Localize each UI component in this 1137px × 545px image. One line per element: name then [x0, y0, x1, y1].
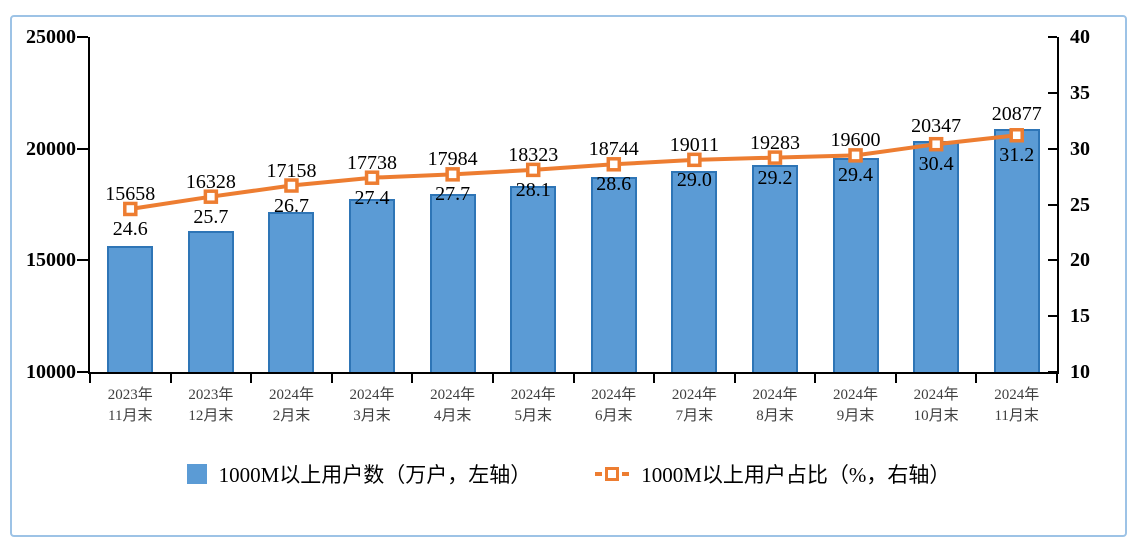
bottom-axis-line	[88, 372, 1059, 374]
x-axis-tick	[733, 374, 736, 383]
x-axis-tick	[572, 374, 575, 383]
bar-value-label: 18323	[508, 143, 559, 166]
right-axis-tick-label: 40	[1070, 26, 1090, 48]
right-axis-tick-label: 15	[1070, 305, 1090, 328]
line-value-label: 26.7	[273, 194, 309, 217]
bar	[187, 230, 234, 372]
left-axis-tick	[77, 371, 88, 373]
line-value-label: 29.0	[676, 168, 712, 191]
line-value-label: 30.4	[918, 153, 954, 176]
left-axis-tick-label: 20000	[26, 137, 76, 160]
x-axis-tick	[89, 374, 91, 383]
right-axis-tick	[1048, 315, 1057, 318]
x-axis-category-label: 2023年 12月末	[188, 387, 234, 424]
right-axis-tick	[1048, 91, 1057, 94]
x-axis-tick	[411, 374, 414, 383]
bar-value-label: 15658	[105, 182, 156, 205]
bar	[429, 193, 476, 372]
right-axis-tick-label: 25	[1070, 193, 1090, 216]
bar	[913, 140, 960, 372]
right-axis-tick	[1048, 203, 1057, 206]
x-axis-tick	[491, 374, 494, 383]
line-value-label: 27.7	[435, 183, 471, 206]
bar	[751, 164, 798, 372]
legend-item-bar-series: 1000M以上用户数（万户，左轴）	[186, 459, 532, 489]
right-axis-line	[1057, 37, 1059, 372]
line-series-marker-icon	[595, 467, 630, 481]
line-value-label: 29.4	[838, 164, 874, 187]
x-axis-category-label: 2024年 5月末	[510, 387, 556, 424]
bar-value-label: 18744	[588, 138, 639, 161]
x-axis-category-label: 2023年 11月末	[107, 387, 153, 424]
bar	[832, 157, 879, 372]
left-axis-tick-label: 10000	[26, 361, 76, 383]
x-axis-tick	[169, 374, 172, 383]
left-axis-tick-label: 25000	[26, 26, 76, 48]
bar	[590, 176, 637, 372]
left-axis-tick	[77, 259, 88, 262]
bar-value-label: 19600	[830, 129, 881, 152]
bar	[268, 212, 315, 372]
x-axis-category-label: 2024年 2月末	[268, 387, 314, 424]
line-value-label: 28.6	[596, 173, 632, 196]
x-axis-tick	[1056, 374, 1058, 383]
right-axis-tick	[1048, 259, 1057, 262]
x-axis-category-label: 2024年 6月末	[591, 387, 637, 424]
x-axis-tick	[330, 374, 333, 383]
x-axis-tick	[894, 374, 897, 383]
line-value-label: 31.2	[999, 144, 1035, 167]
bar-value-label: 17984	[427, 148, 478, 171]
left-axis-tick	[77, 147, 88, 150]
right-axis-tick	[1048, 371, 1057, 373]
bar-series-legend-label: 1000M以上用户数（万户，左轴）	[218, 463, 532, 487]
bar-value-label: 17158	[266, 159, 317, 182]
left-axis-tick-label: 15000	[26, 249, 76, 272]
right-axis-tick	[1048, 36, 1057, 38]
line-value-label: 27.4	[354, 186, 390, 209]
bar	[107, 245, 154, 372]
bar-value-label: 19283	[749, 131, 800, 154]
bar	[671, 170, 718, 372]
x-axis-tick	[653, 374, 656, 383]
x-axis-tick	[975, 374, 978, 383]
bar-value-label: 16328	[185, 170, 236, 193]
x-axis-tick	[814, 374, 817, 383]
left-axis-tick	[77, 36, 88, 38]
legend-item-line-series: 1000M以上用户占比（%，右轴）	[595, 459, 950, 489]
bar	[510, 186, 557, 372]
bar-value-label: 19011	[669, 133, 720, 156]
line-value-label: 25.7	[193, 205, 229, 228]
x-axis-category-label: 2024年 8月末	[752, 387, 798, 424]
right-axis-tick-label: 10	[1070, 361, 1090, 383]
x-axis-category-label: 2024年 11月末	[994, 387, 1040, 424]
bar	[349, 199, 396, 372]
bar-value-label: 20877	[991, 103, 1042, 126]
bar-value-label: 17738	[347, 151, 398, 174]
x-axis-category-label: 2024年 4月末	[430, 387, 476, 424]
line-series-legend-label: 1000M以上用户占比（%，右轴）	[641, 463, 951, 487]
line-value-label: 28.1	[515, 178, 551, 201]
right-axis-tick-label: 30	[1070, 137, 1090, 160]
right-axis-tick-label: 35	[1070, 81, 1090, 104]
right-axis-tick-label: 20	[1070, 249, 1090, 272]
right-axis-tick	[1048, 147, 1057, 150]
legend: 1000M以上用户数（万户，左轴） 1000M以上用户占比（%，右轴）	[0, 452, 1137, 496]
line-value-label: 24.6	[112, 217, 148, 240]
x-axis-category-label: 2024年 10月末	[913, 387, 959, 424]
line-value-label: 29.2	[757, 166, 793, 189]
x-axis-category-label: 2024年 7月末	[671, 387, 717, 424]
x-axis-category-label: 2024年 3月末	[349, 387, 395, 424]
bar-value-label: 20347	[911, 114, 962, 137]
bar-series-swatch-icon	[186, 464, 207, 484]
x-axis-category-label: 2024年 9月末	[833, 387, 879, 424]
left-axis-line	[88, 37, 90, 372]
x-axis-tick	[250, 374, 253, 383]
